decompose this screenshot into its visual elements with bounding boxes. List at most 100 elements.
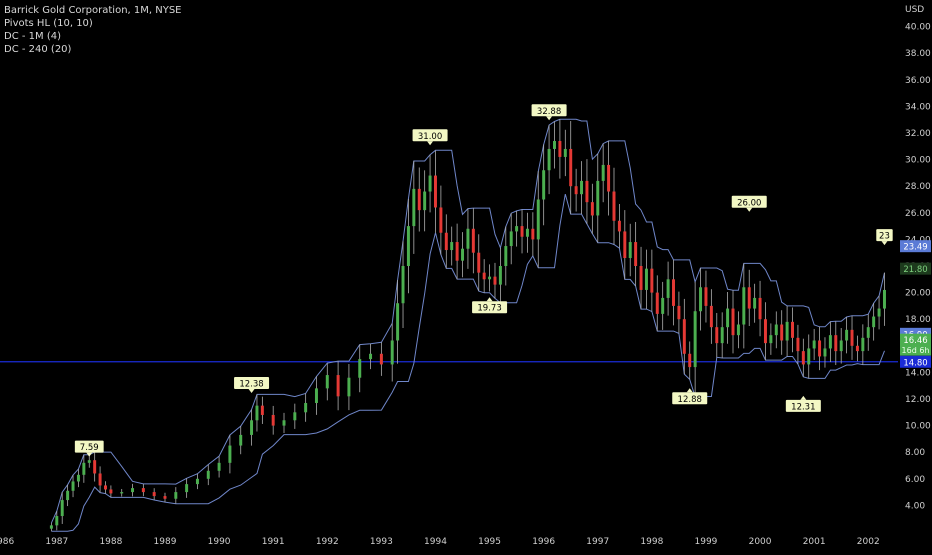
candle[interactable] — [87, 455, 91, 468]
candle[interactable] — [131, 483, 135, 497]
candle[interactable] — [585, 159, 589, 224]
candle[interactable] — [466, 208, 470, 269]
candle[interactable] — [639, 246, 643, 310]
candle[interactable] — [547, 125, 551, 195]
indicator-dc-240[interactable]: DC - 240 (20) — [4, 44, 72, 55]
candle[interactable] — [666, 261, 670, 316]
candle[interactable] — [558, 119, 562, 179]
candle[interactable] — [763, 302, 767, 361]
candle[interactable] — [282, 412, 286, 433]
candle[interactable] — [839, 328, 843, 364]
candle[interactable] — [682, 298, 686, 375]
candle[interactable] — [390, 323, 394, 382]
candle[interactable] — [515, 210, 519, 247]
candle[interactable] — [672, 259, 675, 326]
candle[interactable] — [450, 226, 454, 266]
candle[interactable] — [753, 283, 757, 323]
candle[interactable] — [66, 484, 70, 507]
candle[interactable] — [82, 454, 86, 483]
price-axis-panel[interactable] — [898, 0, 932, 550]
candle[interactable] — [574, 168, 578, 212]
candle[interactable] — [834, 321, 838, 366]
candle[interactable] — [617, 203, 621, 249]
candle[interactable] — [882, 272, 886, 326]
candle[interactable] — [536, 171, 540, 268]
candle[interactable] — [206, 464, 210, 486]
candle[interactable] — [747, 269, 751, 327]
candle[interactable] — [120, 488, 124, 497]
candle[interactable] — [509, 213, 513, 265]
candle[interactable] — [872, 303, 876, 341]
candle[interactable] — [704, 270, 708, 323]
candle[interactable] — [239, 426, 243, 455]
candle[interactable] — [271, 405, 275, 435]
time-axis[interactable]: 1986 1987 1988 1989 1990 1991 1992 1993 1994 1995… — [0, 532, 932, 550]
candle[interactable] — [141, 484, 145, 497]
candle[interactable] — [98, 466, 102, 493]
candle[interactable] — [358, 344, 362, 393]
candle[interactable] — [250, 409, 254, 446]
candle[interactable] — [688, 341, 692, 380]
candle[interactable] — [709, 289, 713, 344]
candle[interactable] — [477, 234, 481, 292]
candle[interactable] — [850, 315, 854, 360]
candle[interactable] — [217, 456, 221, 478]
candle[interactable] — [433, 150, 437, 233]
candle[interactable] — [493, 262, 497, 299]
candle[interactable] — [731, 290, 735, 354]
candle[interactable] — [569, 121, 573, 215]
candle[interactable] — [607, 140, 611, 216]
candle[interactable] — [104, 481, 107, 494]
candle[interactable] — [471, 208, 475, 274]
candle[interactable] — [677, 291, 681, 334]
candle[interactable] — [542, 144, 546, 226]
indicator-pivots[interactable]: Pivots HL (10, 10) — [4, 18, 93, 29]
candle[interactable] — [742, 263, 746, 349]
candle[interactable] — [661, 281, 665, 330]
candle[interactable] — [828, 321, 832, 363]
candle[interactable] — [412, 161, 416, 254]
candle[interactable] — [504, 226, 508, 286]
candle[interactable] — [563, 129, 567, 177]
candle[interactable] — [791, 307, 794, 353]
candle[interactable] — [650, 249, 654, 312]
candle[interactable] — [736, 311, 740, 349]
candle[interactable] — [877, 295, 881, 330]
candle[interactable] — [444, 214, 448, 269]
candle[interactable] — [304, 393, 308, 422]
candle[interactable] — [152, 488, 156, 500]
candle[interactable] — [260, 396, 264, 424]
candle[interactable] — [520, 209, 524, 254]
candle[interactable] — [396, 279, 400, 364]
candle[interactable] — [580, 161, 584, 214]
candle[interactable] — [428, 154, 432, 213]
candle[interactable] — [498, 247, 502, 303]
candle[interactable] — [109, 485, 113, 498]
candle[interactable] — [455, 223, 459, 280]
candle[interactable] — [715, 312, 719, 358]
candle[interactable] — [163, 492, 167, 503]
candle[interactable] — [461, 232, 465, 278]
candle[interactable] — [60, 492, 64, 524]
candle[interactable] — [726, 292, 730, 344]
candle[interactable] — [93, 452, 97, 482]
candle[interactable] — [758, 280, 762, 337]
candle[interactable] — [482, 259, 486, 293]
candle[interactable] — [406, 198, 410, 294]
candle[interactable] — [174, 487, 178, 504]
candle[interactable] — [49, 522, 53, 532]
candle[interactable] — [553, 121, 556, 169]
candle[interactable] — [796, 324, 800, 365]
candle[interactable] — [644, 249, 648, 309]
candle[interactable] — [401, 241, 405, 328]
candle[interactable] — [845, 316, 849, 354]
candle[interactable] — [590, 183, 594, 234]
candle[interactable] — [417, 167, 421, 232]
candle[interactable] — [336, 361, 340, 411]
candle[interactable] — [76, 469, 80, 488]
candle[interactable] — [655, 275, 659, 332]
candle[interactable] — [293, 403, 297, 429]
candle[interactable] — [801, 338, 805, 377]
